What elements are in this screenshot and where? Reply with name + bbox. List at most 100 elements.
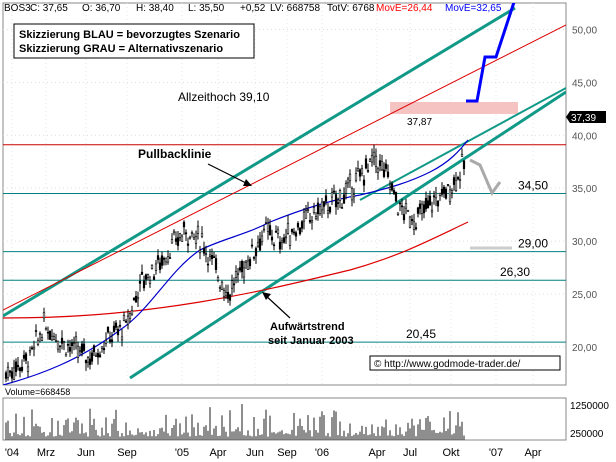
- horizontal-levels: 34,50 29,00 26,30 20,45: [3, 144, 566, 343]
- x-tick-label: Jun: [246, 447, 264, 459]
- candle-body: [116, 328, 120, 336]
- header-open: O: 36,70: [82, 3, 121, 14]
- x-tick-label: Jun: [77, 447, 95, 459]
- candle-body: [20, 366, 24, 371]
- candle-body: [28, 350, 32, 353]
- x-tick-label: '04: [5, 447, 19, 459]
- candle-body: [350, 188, 354, 201]
- candle-body: [258, 238, 262, 251]
- uptrend-label-2: seit Januar 2003: [268, 335, 354, 347]
- candle-body: [360, 168, 364, 174]
- candle-body: [442, 186, 446, 194]
- candle-body: [118, 324, 122, 327]
- candle-body: [234, 271, 238, 278]
- candle-body: [288, 235, 292, 246]
- resistance-zone: [390, 102, 518, 114]
- candle-body: [130, 310, 134, 315]
- candle-body: [194, 236, 198, 244]
- candle-body: [282, 237, 286, 243]
- candle-body: [136, 296, 140, 300]
- header-lv: LV: 668758: [270, 3, 320, 14]
- candle-body: [50, 335, 54, 341]
- candle-body: [84, 359, 88, 364]
- candle-body: [72, 342, 76, 344]
- candle-body: [302, 211, 306, 222]
- candle-body: [64, 354, 68, 357]
- candle-body: [204, 253, 208, 255]
- candle-body: [454, 179, 458, 191]
- candle-body: [58, 345, 62, 347]
- candle-body: [42, 312, 46, 319]
- pullback-label: Pullbacklinie: [138, 147, 212, 161]
- candle-body: [316, 202, 320, 215]
- candle-body: [158, 262, 162, 270]
- candle-body: [270, 236, 274, 241]
- candle-body: [160, 255, 164, 266]
- peak-label: 37,87: [407, 117, 432, 128]
- candle-body: [190, 232, 194, 234]
- candle-body: [56, 340, 60, 350]
- candle-body: [432, 195, 436, 198]
- candle-body: [94, 354, 98, 357]
- x-tick-label: Okt: [442, 447, 459, 459]
- candle-body: [148, 280, 152, 284]
- candle-body: [90, 352, 94, 362]
- candle-body: [60, 337, 64, 344]
- scenario-grey: [469, 158, 502, 197]
- candle-body: [422, 204, 426, 214]
- candle-body: [150, 264, 154, 269]
- candle-body: [296, 222, 300, 228]
- candle-body: [276, 229, 280, 234]
- candle-body: [242, 267, 246, 278]
- candle-body: [364, 158, 368, 169]
- candle-body: [330, 192, 334, 198]
- candle-body: [32, 346, 36, 350]
- x-tick-label: Sep: [277, 447, 297, 459]
- candle-body: [186, 243, 190, 246]
- candle-body: [82, 343, 86, 351]
- candle-body: [126, 315, 130, 325]
- candle-body: [424, 197, 428, 210]
- candle-body: [378, 160, 382, 166]
- candle-body: [206, 263, 210, 266]
- candle-body: [40, 337, 44, 341]
- y-tick-label: 40,00: [572, 131, 597, 142]
- candle-body: [182, 221, 186, 228]
- last-price-marker: 37,39: [566, 111, 606, 124]
- candle-body: [366, 170, 370, 172]
- candle-body: [336, 202, 340, 204]
- candle-body: [112, 325, 116, 332]
- candle-body: [210, 255, 214, 260]
- candle-body: [170, 239, 174, 244]
- candle-body: [256, 242, 260, 247]
- legend-line-grey: Skizzierung GRAU = Alternativszenario: [19, 43, 223, 55]
- header-high: H: 38,40: [136, 3, 174, 14]
- candle-body: [430, 209, 434, 213]
- candle-body: [298, 227, 302, 235]
- candle-body: [428, 195, 432, 206]
- last-price-label: 37,39: [571, 113, 596, 124]
- candle-body: [304, 210, 308, 219]
- header-low: L: 35,50: [188, 3, 225, 14]
- candle-body: [314, 216, 318, 220]
- candle-body: [374, 155, 378, 168]
- candle-body: [106, 326, 110, 333]
- header-totv: TotV: 6768: [327, 3, 375, 14]
- candle-body: [62, 341, 66, 343]
- candle-body: [196, 225, 200, 234]
- candle-body: [368, 159, 372, 162]
- candle-body: [382, 169, 386, 177]
- pullback-line: [3, 24, 566, 311]
- x-tick-label: Apr: [368, 447, 385, 459]
- candle-body: [212, 256, 216, 258]
- x-tick-label: Mrz: [37, 447, 55, 459]
- candle-body: [448, 189, 452, 203]
- candle-body: [324, 195, 328, 202]
- candle-body: [8, 370, 12, 373]
- candle-body: [88, 358, 92, 365]
- candle-body: [352, 194, 356, 198]
- candle-body: [144, 274, 148, 280]
- candle-body: [164, 257, 168, 263]
- candle-body: [402, 214, 406, 221]
- candle-body: [284, 236, 288, 239]
